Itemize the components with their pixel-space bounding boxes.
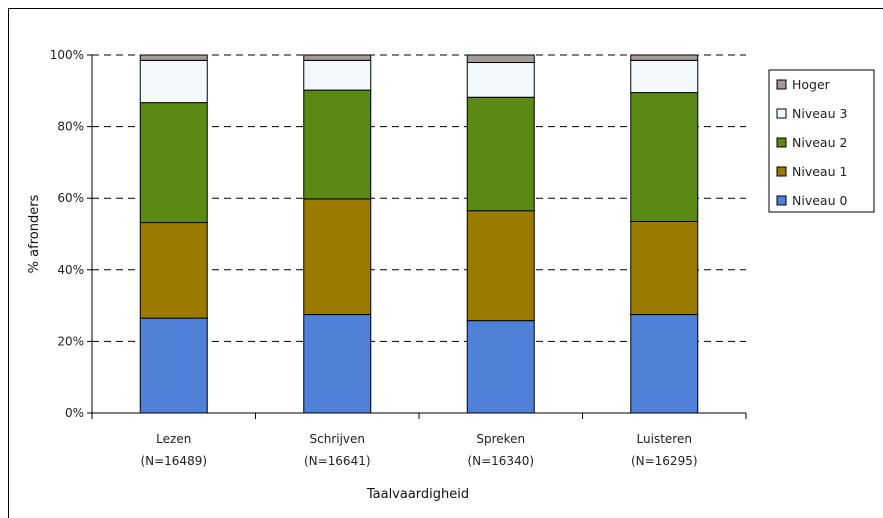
bar-segment xyxy=(466,320,535,414)
bar-segment xyxy=(630,220,699,316)
bar-segment xyxy=(466,210,535,322)
legend-label: Niveau 2 xyxy=(792,135,847,150)
bar-segment xyxy=(630,314,699,414)
legend-swatch xyxy=(776,79,787,90)
legend: Hoger Niveau 3 Niveau 2 Niveau 1 Niveau 0 xyxy=(768,69,875,213)
legend-label: Hoger xyxy=(792,77,831,92)
legend-swatch xyxy=(776,195,787,206)
x-tick-label: Schrijven xyxy=(309,432,365,446)
x-tick-label: Lezen xyxy=(156,432,191,446)
bar-segment xyxy=(466,62,535,98)
y-tick-label: 60% xyxy=(57,191,84,205)
legend-label: Niveau 0 xyxy=(792,193,847,208)
y-tick-label: 20% xyxy=(57,334,84,348)
x-tick-n-label: (N=16489) xyxy=(140,454,207,468)
y-axis-title: % afronders xyxy=(27,194,42,273)
bar-segment xyxy=(303,198,372,316)
bar-segment xyxy=(139,59,208,104)
legend-swatch xyxy=(776,166,787,177)
x-tick-n-label: (N=16641) xyxy=(304,454,371,468)
bar-segment xyxy=(466,54,535,64)
y-tick-label: 100% xyxy=(50,48,84,62)
bar-segment xyxy=(303,314,372,414)
bar-segment xyxy=(139,54,208,61)
x-tick-n-label: (N=16295) xyxy=(631,454,698,468)
x-tick-label: Luisteren xyxy=(637,432,692,446)
bar-segment xyxy=(466,96,535,212)
bar-segment xyxy=(630,92,699,222)
legend-label: Niveau 3 xyxy=(792,106,847,121)
bar-segment xyxy=(139,222,208,319)
bar-segment xyxy=(139,317,208,414)
legend-swatch xyxy=(776,108,787,119)
legend-swatch xyxy=(776,137,787,148)
axes: 0% 20% 40% 60% 80% 100% Lezen (N=16489) Schrijve… xyxy=(50,48,747,468)
bar-segment xyxy=(303,89,372,200)
bar-segment xyxy=(139,102,208,224)
x-tick-label: Spreken xyxy=(476,432,525,446)
y-tick-label: 0% xyxy=(65,406,84,420)
x-tick-n-label: (N=16340) xyxy=(467,454,534,468)
bar-segment xyxy=(303,59,372,91)
bar-segment xyxy=(630,54,699,61)
bar-segment xyxy=(303,54,372,61)
legend-label: Niveau 1 xyxy=(792,164,847,179)
bars xyxy=(139,54,699,414)
y-tick-label: 80% xyxy=(57,120,84,134)
bar-segment xyxy=(630,59,699,94)
x-axis-title: Taalvaardigheid xyxy=(366,487,469,502)
y-tick-label: 40% xyxy=(57,263,84,277)
